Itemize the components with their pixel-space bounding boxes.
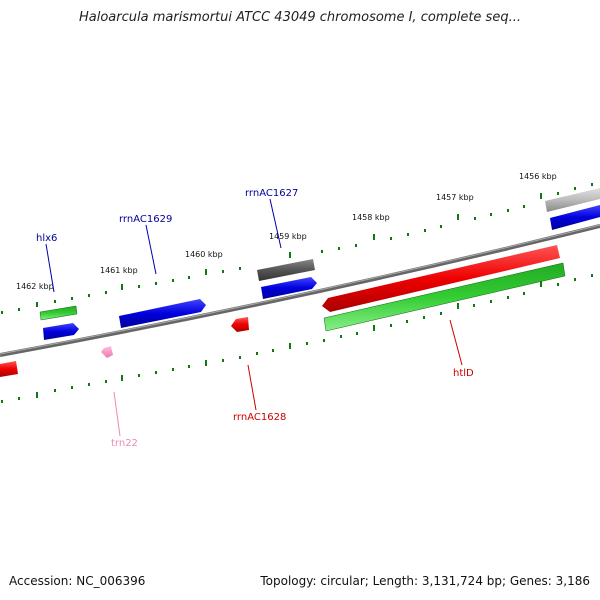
- genome-stats-text: Topology: circular; Length: 3,131,724 bp…: [260, 574, 590, 588]
- dark-grey-feature[interactable]: [257, 259, 315, 281]
- cds-arrow-htlD[interactable]: [322, 245, 560, 312]
- leader-rrnAC1627: [269, 198, 282, 249]
- cds-arrow-rrnAC1629[interactable]: [119, 299, 206, 328]
- gene-label-rrnAC1627[interactable]: rrnAC1627: [245, 188, 298, 199]
- leader-rrnAC1629: [145, 224, 157, 275]
- trna-feature-trn22[interactable]: [101, 346, 113, 358]
- scale-label-1462: 1462 kbp: [16, 282, 54, 291]
- cds-arrow-hlx6[interactable]: [43, 323, 79, 340]
- chromosome-title: Haloarcula marismortui ATCC 43049 chromo…: [79, 10, 521, 25]
- cds-arrow-rrnAC1628[interactable]: [231, 317, 249, 332]
- scale-label-1459: 1459 kbp: [269, 232, 307, 241]
- gene-feature-htlD[interactable]: [323, 262, 566, 332]
- gene-label-htlD[interactable]: htlD: [453, 368, 474, 379]
- gene-label-hlx6[interactable]: hlx6: [36, 233, 57, 244]
- light-grey-feature[interactable]: [545, 188, 600, 212]
- cds-arrow-left-edge[interactable]: [0, 361, 18, 377]
- chromosome-backbone: [0, 224, 600, 357]
- leader-trn22: [113, 391, 121, 437]
- cds-arrow-right-edge[interactable]: [550, 205, 600, 230]
- scale-label-1458: 1458 kbp: [352, 213, 390, 222]
- scale-label-1461: 1461 kbp: [100, 266, 138, 275]
- gene-label-trn22[interactable]: trn22: [111, 438, 138, 449]
- gene-label-rrnAC1628[interactable]: rrnAC1628: [233, 412, 286, 423]
- scale-label-1457: 1457 kbp: [436, 193, 474, 202]
- leader-rrnAC1628: [247, 364, 257, 411]
- outer-tick-ring: [1, 183, 593, 314]
- gene-label-rrnAC1629[interactable]: rrnAC1629: [119, 214, 172, 225]
- accession-text: Accession: NC_006396: [9, 574, 146, 588]
- leader-htlD: [449, 319, 463, 366]
- scale-label-1456: 1456 kbp: [519, 172, 557, 181]
- inner-tick-ring: [1, 274, 593, 403]
- gene-feature-hlx6[interactable]: [39, 305, 78, 321]
- leader-hlx6: [45, 243, 55, 293]
- cds-arrow-rrnAC1627[interactable]: [261, 277, 317, 299]
- scale-label-1460: 1460 kbp: [185, 250, 223, 259]
